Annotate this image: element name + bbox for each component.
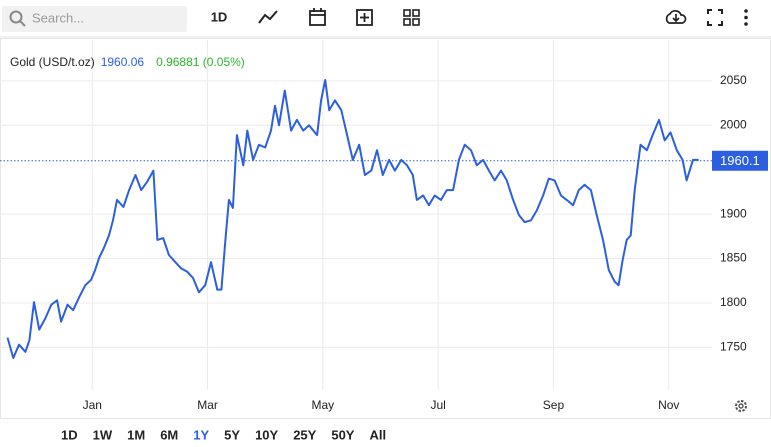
price-change: 0.96881 (0.05%): [156, 55, 245, 69]
y-tick-label: 1800: [720, 295, 747, 309]
layout-icon[interactable]: [403, 9, 420, 26]
price-line: [6, 79, 699, 359]
add-indicator-icon[interactable]: [356, 9, 373, 26]
y-tick-label: 1750: [720, 340, 747, 354]
plot: 1960.1: [0, 79, 768, 359]
y-tick-label: 2050: [720, 73, 747, 87]
range-bar: 1D 1W 1M 6M 1Y 5Y 10Y 25Y 50Y All: [61, 427, 386, 442]
range-button[interactable]: 50Y: [331, 427, 354, 442]
menu-icon[interactable]: [744, 9, 748, 26]
range-button[interactable]: 1D: [61, 427, 78, 442]
x-tick-label: Sep: [543, 398, 565, 412]
range-button[interactable]: 10Y: [255, 427, 278, 442]
x-tick-label: Nov: [658, 398, 679, 412]
interval-button[interactable]: 1D: [211, 9, 228, 24]
grid: 1750 1800 1850 1900 2000 2050 Jan Mar May Jul Sep N…: [0, 40, 747, 412]
x-tick-label: Jan: [83, 398, 102, 412]
search-box[interactable]: [2, 6, 187, 32]
search-icon: [19, 20, 26, 27]
y-tick-label: 1900: [720, 206, 747, 220]
range-button[interactable]: 6M: [160, 427, 178, 442]
download-icon[interactable]: [665, 10, 687, 24]
fullscreen-icon[interactable]: [707, 9, 723, 26]
search-placeholder: Search...: [32, 10, 84, 25]
range-button[interactable]: 1M: [127, 427, 145, 442]
chart-type-icon[interactable]: [258, 10, 278, 24]
y-tick-label: 1850: [720, 251, 747, 265]
chart-frame: [0, 38, 771, 419]
range-button[interactable]: All: [369, 427, 386, 442]
last-price: 1960.06: [101, 55, 145, 69]
calendar-icon[interactable]: [309, 8, 326, 26]
chart-title: Gold (USD/t.oz): [10, 55, 95, 69]
settings-icon[interactable]: [735, 400, 747, 412]
range-button[interactable]: 5Y: [224, 427, 240, 442]
range-button[interactable]: 25Y: [293, 427, 316, 442]
x-tick-label: Mar: [197, 398, 218, 412]
range-button[interactable]: 1W: [93, 427, 113, 442]
x-tick-label: Jul: [430, 398, 445, 412]
x-tick-label: May: [312, 398, 335, 412]
y-tick-label: 2000: [720, 117, 747, 131]
last-price-box: [712, 150, 768, 171]
range-button[interactable]: 1Y: [193, 427, 209, 442]
search-icon: [9, 10, 23, 24]
last-price-axis-label: 1960.1: [720, 153, 760, 168]
